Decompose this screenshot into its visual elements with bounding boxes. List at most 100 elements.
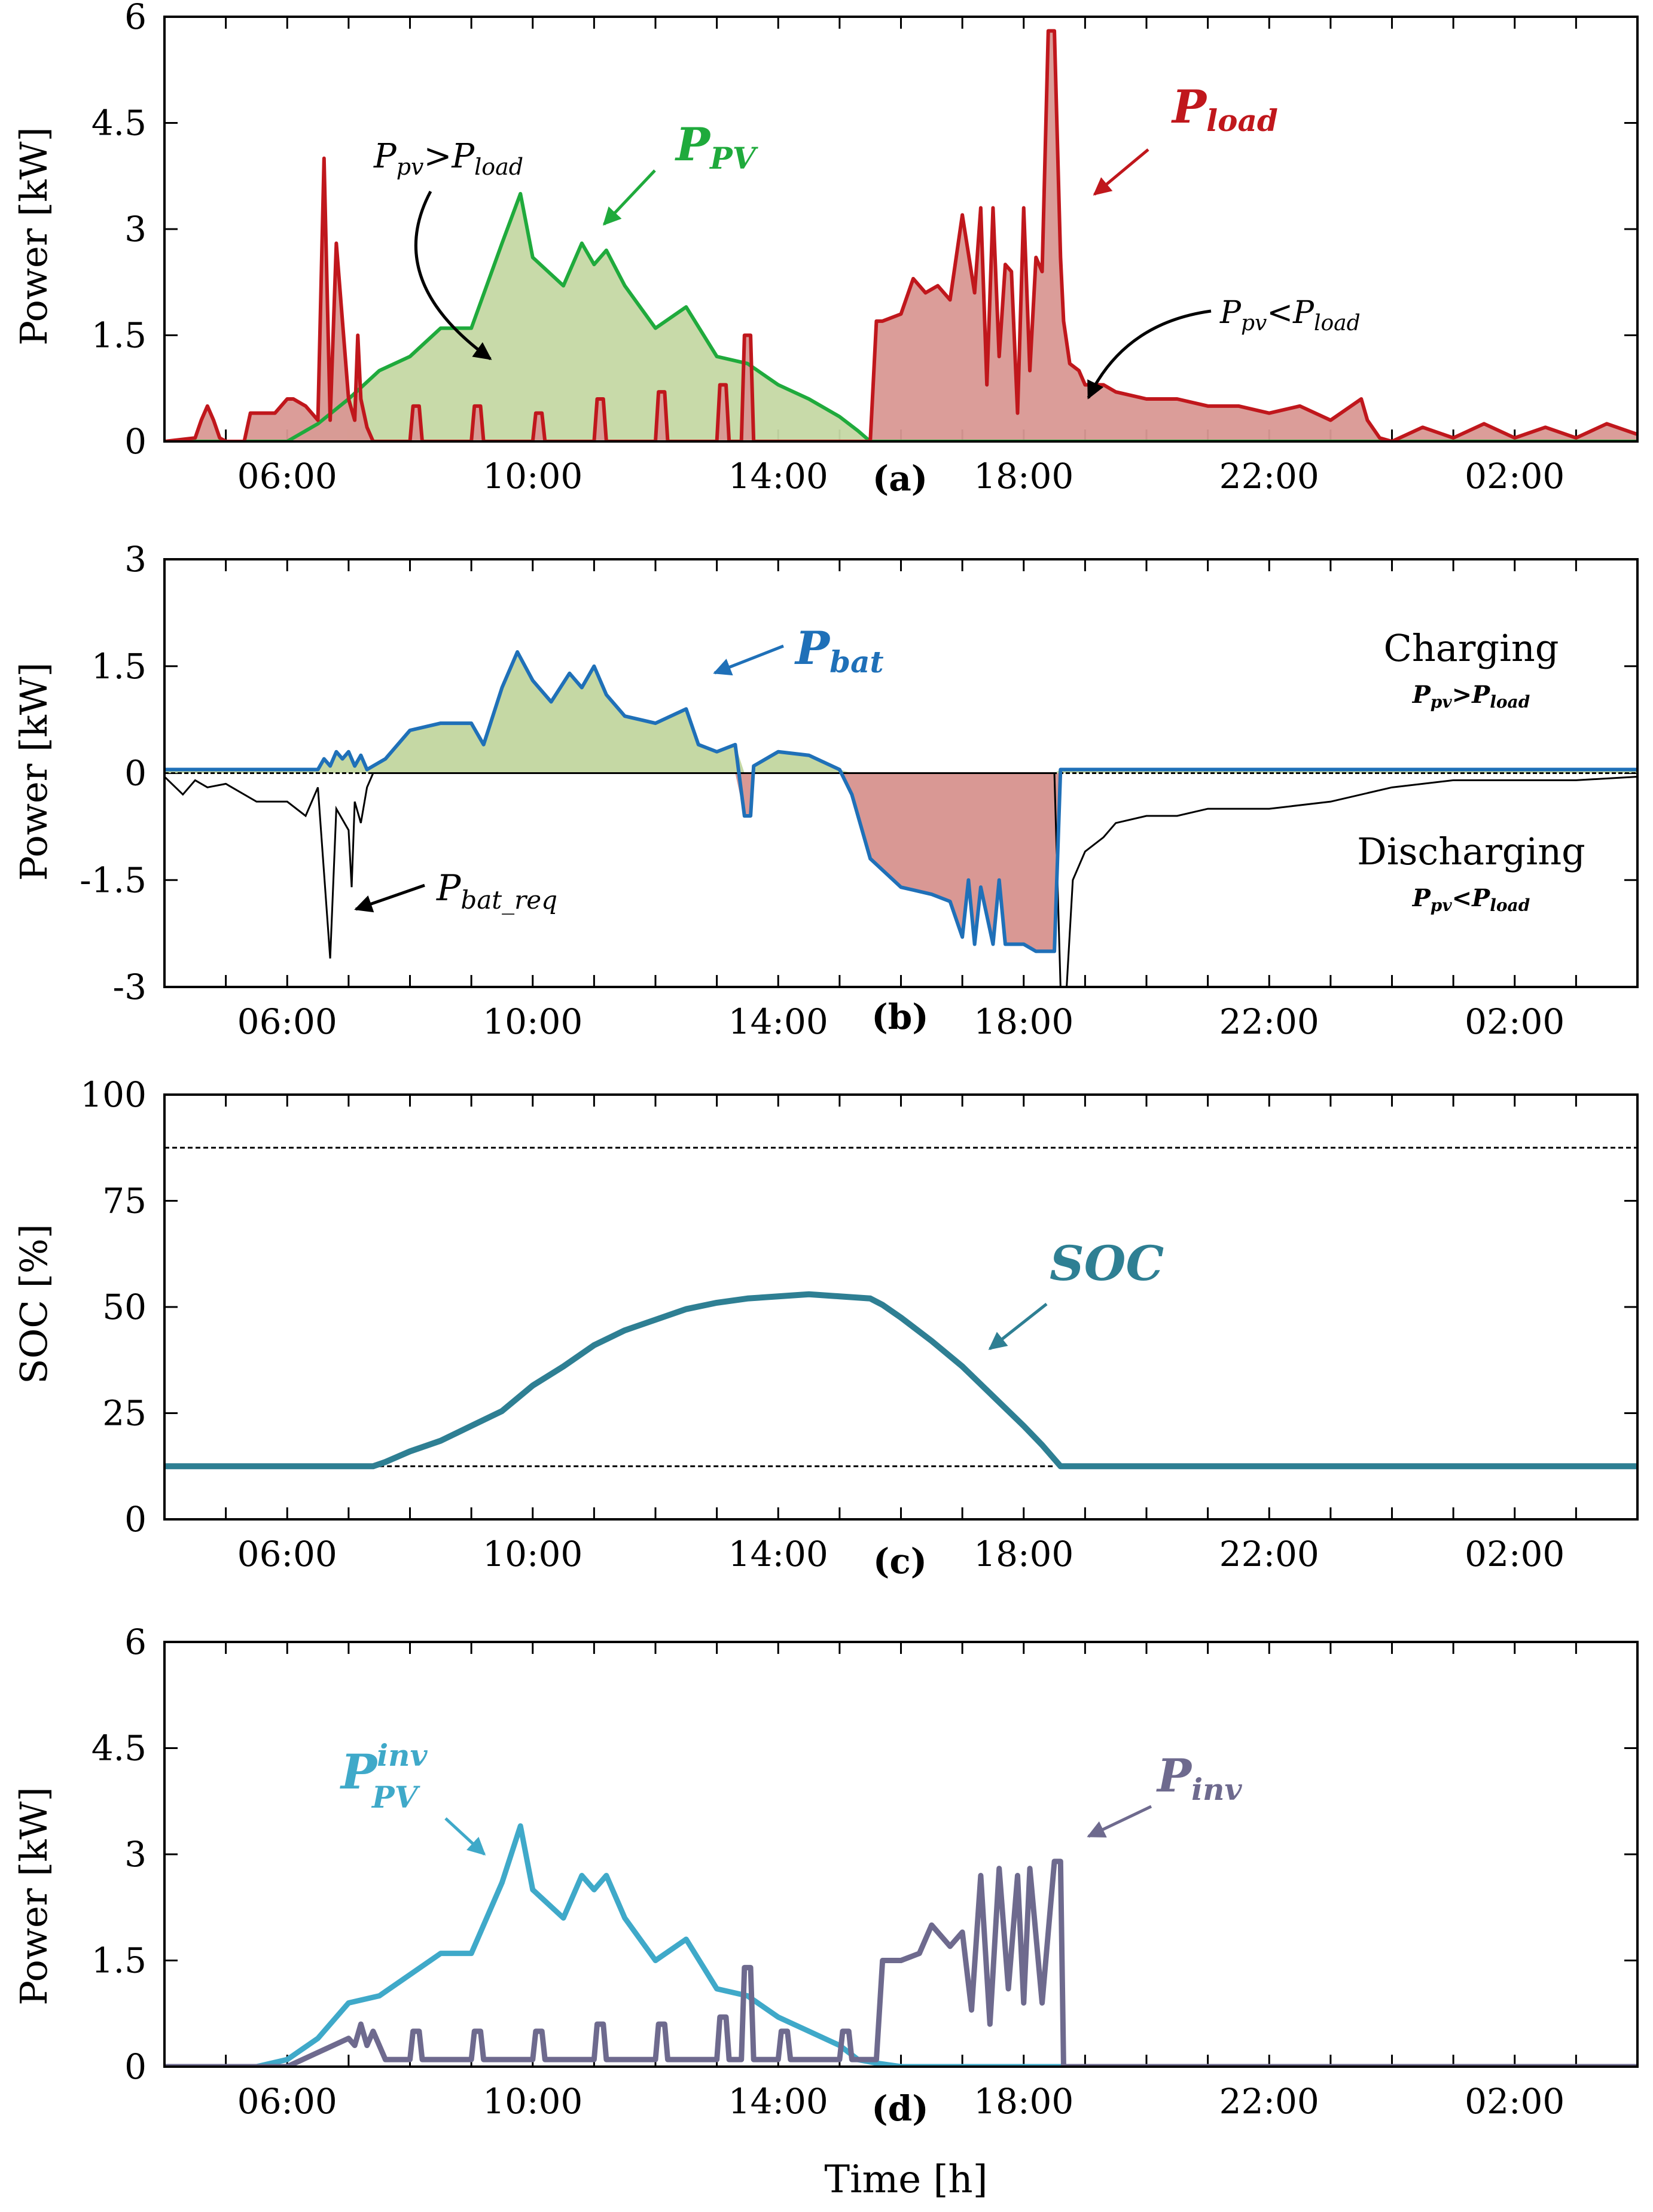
x-tick-label: 06:00: [237, 1534, 337, 1574]
y-tick-label: 100: [80, 1074, 147, 1115]
ppv-inv-series-label: Pinv PV: [340, 1738, 428, 1815]
area-charging: [164, 651, 1637, 773]
panel-c: 0 25 50 75 100 06:00 10:00 14:00 18:00 22:00 02:00…: [12, 1074, 1639, 1582]
panel-d-plot: 0 1.5 3 4.5 6 06:00 10:00 14:00 18:00 22:00 02:00: [92, 1622, 1639, 2122]
x-tick-label: 10:00: [483, 1001, 582, 1042]
y-tick-label: 75: [102, 1181, 147, 1221]
y-tick-label: 3: [124, 209, 147, 249]
charging-condition: Ppv>Pload: [1412, 681, 1530, 712]
y-tick-label: 0: [124, 753, 147, 794]
panel-b-label: (b): [871, 997, 928, 1037]
pload-arrow: [1093, 148, 1149, 196]
y-tick-label: 6: [124, 1622, 147, 1662]
ppv-lt-pload-annotation: Ppv<Pload: [1219, 295, 1361, 336]
panel-b-ylabel: Power [kW]: [12, 662, 56, 880]
panel-b-letter: b: [888, 997, 913, 1037]
x-tick-label: 02:00: [1465, 2081, 1564, 2122]
panel-c-letter: c: [889, 1541, 910, 1582]
ppv-lt-pload-arrow: [1087, 309, 1212, 400]
pinv-series-label: Pinv: [1156, 1749, 1243, 1807]
line-P_bat_req: [164, 772, 1637, 987]
panel-b-plot: -3 -1.5 0 1.5 3 06:00 10:00 14:00 18:00 22:00 02:0…: [80, 539, 1639, 1042]
series-layer: [164, 29, 1637, 441]
pinv-arrow: [1087, 1805, 1152, 1838]
line-P_PV: [164, 191, 1637, 441]
panel-d-ylabel: Power [kW]: [12, 1787, 56, 2005]
soc-arrow: [988, 1303, 1048, 1350]
y-tick-label: 4.5: [92, 1728, 147, 1769]
x-tick-label: 14:00: [728, 456, 828, 496]
y-tick-label: 0: [124, 421, 147, 462]
x-tick-label: 22:00: [1219, 2081, 1319, 2122]
x-tick-label: 02:00: [1465, 1001, 1564, 1042]
y-tick-label: 3: [124, 539, 147, 580]
x-tick-label: 18:00: [974, 1001, 1073, 1042]
line-P_load: [164, 29, 1637, 441]
panel-a-plot: 0 1.5 3 4.5 6 06:00 10:00 14:00 18:00 22:00 02:00: [92, 0, 1639, 496]
x-tick-label: 10:00: [483, 2081, 582, 2122]
discharging-label: Discharging: [1357, 830, 1585, 873]
x-tick-label: 22:00: [1219, 1534, 1319, 1574]
ppv-gt-pload-arrow: [414, 190, 492, 361]
pbatreq-series-label: Pbat_req: [436, 867, 557, 915]
line-P_bat: [164, 650, 1637, 953]
panel-d-letter: d: [888, 2088, 913, 2129]
panel-a-ylabel: Power [kW]: [12, 127, 56, 345]
x-tick-label: 02:00: [1465, 1534, 1564, 1574]
ppv-gt-pload-annotation: Ppv>Pload: [373, 137, 523, 180]
area-P_PV: [164, 193, 1637, 441]
x-tick-label: 22:00: [1219, 1001, 1319, 1042]
y-tick-label: 0: [124, 1499, 147, 1540]
panel-c-label: (c): [873, 1541, 927, 1582]
panel-d-xlabel: Time [h]: [824, 2158, 987, 2202]
y-tick-label: 1.5: [92, 1940, 147, 1981]
x-tick-label: 14:00: [728, 1001, 828, 1042]
pbat-series-label: Pbat: [794, 621, 884, 680]
y-tick-label: -3: [113, 967, 147, 1007]
ppv-arrow: [602, 169, 656, 226]
pbat-arrow: [713, 644, 784, 676]
x-tick-label: 18:00: [974, 1534, 1073, 1574]
axes-frame: [163, 16, 1639, 443]
series-layer: [164, 650, 1637, 987]
pbatreq-arrow: [354, 883, 425, 913]
line-P_inv: [164, 1858, 1637, 2067]
x-tick-label: 06:00: [237, 2081, 337, 2122]
line-SOC: [164, 1291, 1637, 1470]
series-layer: [164, 1291, 1637, 1470]
discharging-condition: Ppv<Pload: [1412, 884, 1530, 915]
panel-d-label: (d): [871, 2088, 928, 2129]
panel-c-plot: 0 25 50 75 100 06:00 10:00 14:00 18:00 22:00 02:00: [80, 1074, 1639, 1574]
soc-series-label: SOC: [1050, 1235, 1164, 1291]
y-tick-label: 50: [102, 1287, 147, 1327]
panel-a-letter: a: [889, 458, 911, 499]
panel-c-ylabel: SOC [%]: [12, 1224, 56, 1384]
y-tick-label: 1.5: [92, 315, 147, 356]
ppv-series-label: PPV: [675, 118, 759, 176]
pload-series-label: Pload: [1171, 80, 1278, 138]
series-layer: [164, 1823, 1637, 2067]
axes-frame: [163, 1641, 1639, 2068]
x-tick-label: 10:00: [483, 456, 582, 496]
x-tick-label: 18:00: [974, 2081, 1073, 2122]
axes-frame: [163, 1093, 1639, 1521]
x-tick-label: 06:00: [237, 456, 337, 496]
axes-frame: [163, 558, 1639, 988]
x-tick-label: 10:00: [483, 1534, 582, 1574]
y-tick-label: 0: [124, 2046, 147, 2087]
area-P_load: [164, 31, 1637, 441]
y-tick-label: 6: [124, 0, 147, 37]
panel-b: -3 -1.5 0 1.5 3 06:00 10:00 14:00 18:00 22:00 02:0…: [12, 539, 1639, 1042]
y-tick-label: 4.5: [92, 103, 147, 144]
x-tick-label: 06:00: [237, 1001, 337, 1042]
y-tick-label: -1.5: [80, 860, 147, 900]
x-tick-label: 22:00: [1219, 456, 1319, 496]
panel-a-label: (a): [873, 458, 928, 499]
ppv-inv-arrow: [444, 1817, 486, 1856]
line-P_PV_inv: [164, 1823, 1637, 2067]
x-tick-label: 02:00: [1465, 456, 1564, 496]
y-tick-label: 25: [102, 1393, 147, 1434]
